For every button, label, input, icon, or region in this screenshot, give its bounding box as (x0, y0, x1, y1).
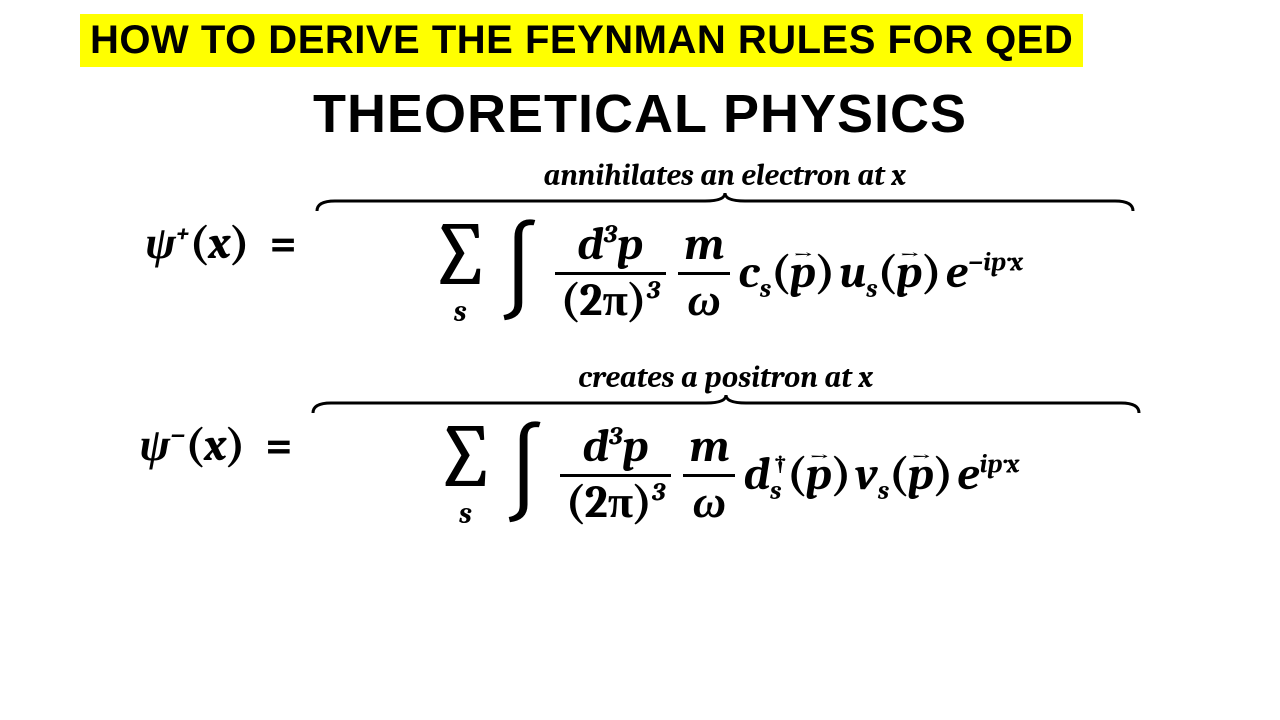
frac-d3p: d3p (2π)3 (555, 221, 667, 325)
overbrace-icon (311, 395, 1141, 415)
frac-d3p: d3p (2π)3 (560, 423, 672, 527)
psi-minus-superscript: − (170, 420, 185, 451)
overbrace-icon (315, 193, 1135, 213)
sigma-icon: ∑ (428, 219, 492, 291)
subheading: THEORETICAL PHYSICS (0, 83, 1280, 145)
sum-index: s (454, 297, 467, 327)
psi-minus-arg: x (204, 419, 226, 472)
psi-symbol: ψ (145, 217, 176, 270)
vector-arrow-icon: → (809, 446, 829, 471)
equation-psi-minus: ψ−(x) = creates a positron at x ∑ s ∫ d3… (0, 363, 1280, 529)
exponential-term: e−ip·x (946, 250, 1024, 296)
equals-sign: = (269, 217, 296, 270)
integral-icon: ∫ (503, 438, 546, 508)
vector-arrow-icon: → (911, 446, 931, 471)
sum-index: s (459, 499, 472, 529)
sigma-icon: ∑ (434, 421, 498, 493)
psi-plus-rhs: ∑ s ∫ d3p (2π)3 m ω cs(→p) u (424, 219, 1025, 327)
equals-sign: = (265, 419, 292, 472)
frac-m-omega: m ω (678, 221, 730, 325)
dagger-icon: † (773, 449, 787, 480)
vector-arrow-icon: → (793, 244, 813, 269)
vector-arrow-icon: → (900, 244, 920, 269)
exponential-term: eip·x (957, 452, 1019, 498)
psi-plus-brace-label: annihilates an electron at x (315, 161, 1135, 191)
equation-psi-plus: ψ+(x) = annihilates an electron at x ∑ s… (0, 161, 1280, 327)
annihilation-operator: cs(→p) (738, 250, 835, 296)
psi-minus-lhs: ψ−(x) = (139, 423, 310, 469)
integral-icon: ∫ (498, 236, 541, 306)
psi-plus-superscript: + (176, 218, 190, 249)
spinor-v: vs(→p) (855, 452, 953, 498)
frac-m-omega: m ω (683, 423, 735, 527)
sum-operator: ∑ s (428, 219, 492, 327)
psi-minus-brace-label: creates a positron at x (311, 363, 1141, 393)
psi-plus-lhs: ψ+(x) = (145, 221, 314, 267)
psi-plus-arg: x (208, 217, 230, 270)
banner-title: HOW TO DERIVE THE FEYNMAN RULES FOR QED (80, 14, 1083, 67)
lparen: ( (190, 217, 209, 270)
psi-minus-rhs: ∑ s ∫ d3p (2π)3 m ω ds†(→p) (430, 421, 1022, 529)
sum-operator: ∑ s (434, 421, 498, 529)
psi-symbol: ψ (139, 419, 170, 472)
spinor-u: us(→p) (839, 250, 941, 296)
rparen: ) (231, 217, 250, 270)
creation-operator: ds†(→p) (743, 452, 851, 498)
